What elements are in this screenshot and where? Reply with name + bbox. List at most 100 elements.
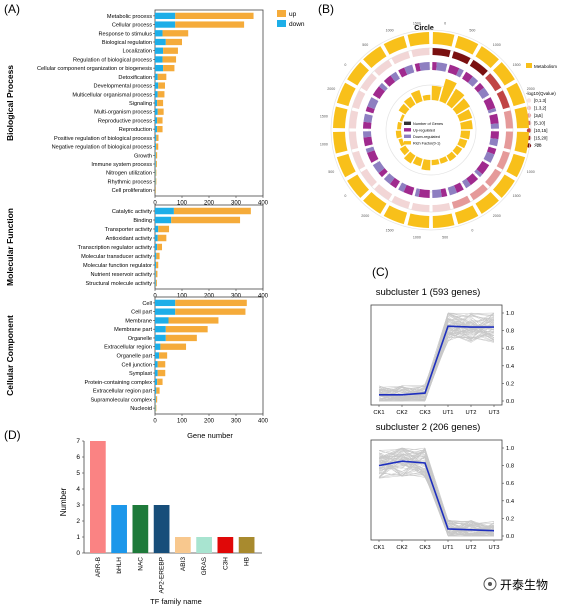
x-tick-label: CK2 <box>396 545 407 551</box>
legend-label-down: down <box>289 21 305 28</box>
rich-factor-bar <box>412 156 423 167</box>
tf-category-label: bHLH <box>116 557 123 574</box>
bar-down <box>155 378 158 385</box>
legend-label-metabolism: Metabolism <box>534 64 557 69</box>
down-regulated-segment <box>432 189 442 198</box>
tf-bar <box>111 505 127 553</box>
bar-down <box>155 21 176 28</box>
watermark-text: 开泰生物 <box>500 578 548 592</box>
cluster-mean-line <box>378 460 495 532</box>
outer-term-segment <box>493 62 515 86</box>
bar-down <box>155 396 156 403</box>
x-tick-label: CK1 <box>373 545 384 551</box>
subcluster-2-chart: subcluster 2 (206 genes) 0.0 0.2 0.4 0.6 0.8… <box>370 422 515 551</box>
x-tick-label: CK3 <box>419 410 430 416</box>
gene-profile-line <box>379 312 495 402</box>
up-regulated-segment <box>486 146 497 155</box>
x-axis-label: Gene number <box>187 431 233 440</box>
x-tick-label: UT3 <box>489 545 500 551</box>
rich-factor-bar <box>395 130 402 139</box>
category-label: Membrane part <box>114 327 152 333</box>
up-regulated-segment <box>432 62 437 71</box>
down-regulated-segment <box>372 161 385 174</box>
bar-up <box>162 30 189 37</box>
inner-legend-swatch <box>404 134 411 138</box>
category-label: Binding <box>133 218 152 224</box>
category-label: Extracellular region <box>104 345 152 351</box>
bar-down <box>155 243 158 251</box>
tf-category-label: ARR-B <box>95 557 102 577</box>
bar-up <box>157 91 165 98</box>
tf-category-label: HB <box>244 557 251 566</box>
group-frame <box>154 9 264 197</box>
count-segment <box>360 73 377 92</box>
bar-up <box>155 279 157 287</box>
tf-bar <box>217 537 234 553</box>
circos-tick-label: 0 <box>344 194 346 198</box>
count-segment <box>360 168 377 187</box>
bar-up <box>168 317 219 324</box>
x-tick-label: 200 <box>204 201 215 207</box>
bar-up <box>163 47 178 54</box>
circos-tick-label: 500 <box>469 29 475 33</box>
outer-term-segment <box>333 131 348 154</box>
outer-term-segment <box>336 153 356 178</box>
circos-tick-label: 0 <box>471 228 473 232</box>
outer-term-segment <box>454 35 479 55</box>
tf-category-label: GRAS <box>201 556 208 575</box>
down-regulated-segment <box>490 123 499 129</box>
count-segment <box>451 195 471 209</box>
circos-tick-label: 1500 <box>320 114 328 118</box>
outer-term-segment <box>506 82 526 107</box>
outer-term-segment <box>363 46 387 68</box>
gene-profile-lines <box>378 447 495 537</box>
rich-factor-bar <box>398 138 405 147</box>
watermark-logo-icon <box>483 577 497 591</box>
bar-down <box>155 117 158 124</box>
legend-swatch-metabolism <box>526 63 532 68</box>
tf-bar <box>175 537 191 553</box>
bar-down <box>155 387 157 394</box>
y-tick-label: 0 <box>76 550 80 557</box>
count-segment <box>391 195 411 209</box>
circos-tick-label: 2000 <box>327 87 335 91</box>
gene-profile-line <box>378 462 495 537</box>
down-regulated-segment <box>467 76 479 87</box>
watermark-logo-dot-icon <box>488 582 492 586</box>
bar-down <box>155 73 158 80</box>
x-tick-label: UT1 <box>443 545 454 551</box>
rich-factor-bar <box>439 78 457 104</box>
bar-down <box>155 47 164 54</box>
rich-factor-bar <box>403 96 416 109</box>
kegg-circos-chart: Circle Metabolism -log10(Qvalue) [0,1.3]… <box>320 21 557 239</box>
grid-ring <box>385 84 477 176</box>
bar-up <box>155 160 157 168</box>
bar-down <box>155 352 160 359</box>
bar-down <box>155 334 166 342</box>
outer-term-segment <box>347 62 369 86</box>
y-tick-label: 7 <box>76 438 80 445</box>
legend-bin-label: [1.3,2] <box>534 106 546 111</box>
rich-factor-bar <box>431 159 440 166</box>
y-tick-label: 0.2 <box>506 381 514 387</box>
count-segment <box>469 59 488 76</box>
outer-term-segment <box>383 205 408 225</box>
category-label: Antioxidant activity <box>106 236 153 242</box>
category-label: Nutrient reservoir activity <box>90 272 152 278</box>
down-regulated-segment <box>365 146 375 153</box>
bar-down <box>155 326 166 333</box>
category-label: Negative regulation of biological proces… <box>52 145 153 151</box>
category-label: Positive regulation of biological proces… <box>54 136 152 142</box>
gene-profile-lines <box>378 312 495 402</box>
y-tick-label: 1.0 <box>506 446 514 452</box>
bar-up <box>175 299 247 307</box>
legend-bin-label: [0,1.3] <box>534 98 546 103</box>
outer-term-segment <box>336 82 356 107</box>
up-regulated-segment <box>372 86 386 99</box>
x-tick-label: UT1 <box>443 410 454 416</box>
panel-label-d: (D) <box>4 428 21 442</box>
bar-up <box>155 396 158 403</box>
go-group-1: Catalytic activity Binding Transporter act… <box>78 204 269 300</box>
circos-inner-legend: Number of Genes Up-regulated Down-regulate… <box>402 120 452 148</box>
legend-color-title: -log10(Qvalue) <box>526 91 556 96</box>
